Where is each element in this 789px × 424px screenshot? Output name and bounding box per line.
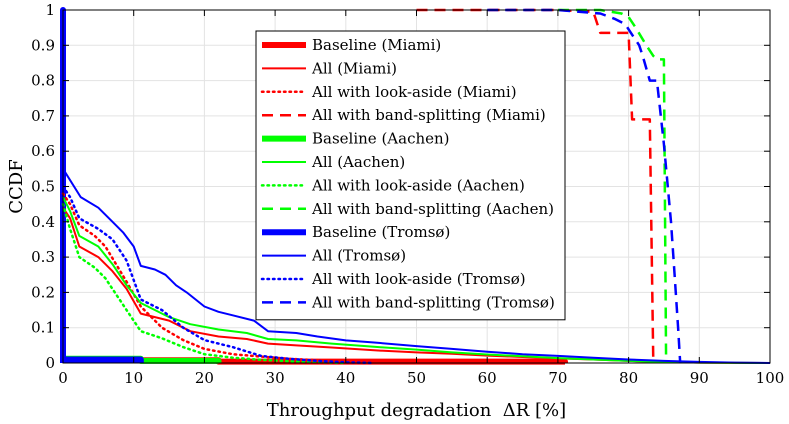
x-tick-label: 30 xyxy=(266,369,285,387)
x-tick-label: 100 xyxy=(756,369,785,387)
y-axis-label: CCDF xyxy=(6,159,27,213)
x-tick-label: 50 xyxy=(407,369,426,387)
y-tick-label: 0.9 xyxy=(31,36,55,54)
legend-label: All with band-splitting (Miami) xyxy=(311,106,546,124)
x-tick-label: 10 xyxy=(124,369,143,387)
axis-ticks: 0 10 20 30 40 50 60 70 80 90 100 0 0.1 0.2 0.3 0.4 0.5 0.… xyxy=(31,1,784,387)
x-tick-label: 80 xyxy=(619,369,638,387)
y-tick-label: 0.5 xyxy=(31,178,55,196)
x-tick-label: 40 xyxy=(336,369,355,387)
x-tick-label: 90 xyxy=(690,369,709,387)
legend-label: Baseline (Tromsø) xyxy=(312,223,450,241)
legend-label: All (Miami) xyxy=(311,59,397,77)
legend: Baseline (Miami) All (Miami) All with look… xyxy=(255,30,566,321)
x-axis-label: Throughput degradation ΔR [%] xyxy=(267,400,566,421)
series-line-10 xyxy=(61,185,376,365)
legend-label: All (Aachen) xyxy=(311,153,405,171)
legend-label: All (Tromsø) xyxy=(311,247,406,265)
y-tick-label: 0.8 xyxy=(31,72,55,90)
y-tick-label: 0.7 xyxy=(31,107,55,125)
legend-box xyxy=(255,30,566,321)
y-tick-label: 0.4 xyxy=(31,213,55,231)
x-tick-label: 70 xyxy=(548,369,567,387)
legend-label: Baseline (Miami) xyxy=(312,36,441,54)
x-tick-label: 60 xyxy=(478,369,497,387)
y-tick-label: 0.2 xyxy=(31,283,55,301)
y-tick-label: 0.3 xyxy=(31,248,55,266)
legend-label: All with look-aside (Aachen) xyxy=(311,176,525,194)
legend-label: All with look-aside (Tromsø) xyxy=(311,270,526,288)
y-tick-label: 0 xyxy=(45,354,55,372)
series-line-5 xyxy=(62,196,771,364)
series-line-9 xyxy=(62,168,771,364)
legend-label: Baseline (Aachen) xyxy=(312,130,450,148)
y-tick-label: 0.6 xyxy=(31,142,55,160)
legend-label: All with band-splitting (Aachen) xyxy=(311,200,554,218)
series-line-6 xyxy=(61,202,348,365)
legend-label: All with look-aside (Miami) xyxy=(311,83,517,101)
y-tick-label: 1 xyxy=(45,1,55,19)
legend-label: All with band-splitting (Tromsø) xyxy=(311,293,555,311)
x-tick-label: 0 xyxy=(58,369,68,387)
series-line-7 xyxy=(557,8,668,364)
y-tick-label: 0.1 xyxy=(31,319,55,337)
series-line-11 xyxy=(487,8,682,364)
x-tick-label: 20 xyxy=(195,369,214,387)
